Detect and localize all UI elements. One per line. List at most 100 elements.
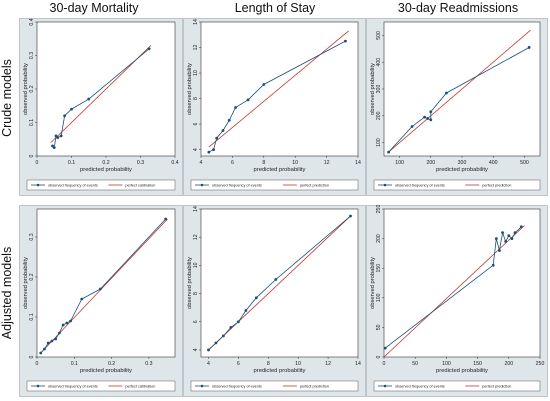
y-tick-label: 200	[376, 234, 382, 243]
y-tick-label: 0.3	[29, 52, 35, 59]
x-tick-label: 14	[355, 160, 361, 166]
x-tick-label: 4	[200, 160, 203, 166]
observed-point	[344, 39, 347, 43]
observed-point	[54, 337, 58, 341]
calibration-panel: 0 0.1 0.2 0.3 0.4 0 0.1 0.2 0.3 0.4 predicted prob…	[19, 18, 183, 196]
y-tick-label: 100	[376, 293, 382, 302]
plot-area	[200, 21, 359, 157]
legend-observed-label: observed frequency of events	[395, 183, 445, 187]
y-tick-label: 200	[376, 111, 382, 120]
y-axis-title: observed probability	[23, 257, 29, 309]
y-tick-label: 250	[376, 205, 382, 214]
observed-point	[498, 249, 501, 252]
observed-point	[54, 134, 58, 138]
observed-point	[69, 319, 72, 323]
x-tick-label: 200	[504, 361, 513, 367]
x-tick-label: 200	[426, 160, 435, 166]
y-tick-label: 12	[193, 234, 199, 240]
observed-point	[429, 110, 433, 114]
observed-point	[426, 117, 430, 120]
observed-point	[52, 146, 56, 150]
y-tick-label: 0	[29, 154, 35, 157]
x-tick-label: 8	[267, 361, 270, 367]
observed-point	[510, 237, 514, 241]
x-tick-label: 150	[473, 361, 482, 367]
legend-observed-marker	[200, 183, 204, 187]
row-title-crude: Crude models	[0, 59, 14, 137]
legend-box	[373, 179, 541, 191]
y-tick-label: 0.1	[29, 313, 35, 320]
legend-perfect-label: perfect prediction	[300, 183, 329, 187]
observed-point	[50, 339, 54, 343]
y-tick-label: 500	[376, 31, 382, 40]
x-axis-title: predicted probability	[254, 368, 306, 374]
x-tick-label: 0.2	[102, 160, 109, 166]
y-tick-label: 0	[376, 355, 382, 358]
y-tick-label: 8	[193, 97, 199, 100]
x-tick-label: 4	[207, 361, 210, 367]
legend-observed-label: observed frequency of events	[48, 384, 98, 388]
y-tick-label: 0.1	[29, 119, 35, 126]
calibration-panel: 4 6 8 10 12 14 4 6 8 10 12 14 predicted probability o…	[183, 18, 366, 196]
observed-point	[507, 234, 511, 238]
x-tick-label: 0	[36, 361, 39, 367]
observed-point	[274, 278, 278, 281]
observed-point	[383, 346, 387, 350]
perfect-line	[383, 225, 525, 358]
legend-observed-label: observed frequency of events	[48, 183, 98, 187]
observed-point	[215, 136, 219, 140]
legend-perfect-label: perfect prediction	[482, 183, 511, 187]
observed-point	[429, 118, 433, 122]
x-tick-label: 0.2	[108, 361, 115, 367]
observed-point	[229, 326, 233, 329]
observed-point	[221, 129, 225, 132]
x-tick-label: 12	[325, 361, 331, 367]
x-tick-label: 0.4	[171, 160, 178, 166]
observed-point	[410, 125, 414, 128]
legend-box	[26, 179, 176, 191]
x-axis-title: predicted probability	[436, 167, 488, 173]
y-axis-title: observed probability	[187, 257, 193, 309]
observed-point	[445, 91, 448, 95]
observed-point	[80, 297, 84, 301]
x-tick-label: 6	[231, 160, 234, 166]
x-tick-label: 0	[36, 160, 39, 166]
observed-point	[527, 46, 531, 49]
observed-point	[501, 231, 504, 235]
observed-point	[63, 114, 66, 118]
legend-observed-marker	[383, 384, 387, 388]
observed-point	[70, 107, 73, 111]
calibration-panel: 4 6 8 10 12 14 4 6 8 10 12 14 predicted probability o…	[183, 205, 366, 397]
observed-point	[207, 348, 210, 352]
x-axis-title: predicted probability	[254, 167, 306, 173]
row-title-adjusted: Adjusted models	[0, 247, 14, 339]
observed-point	[164, 217, 168, 221]
observed-point	[57, 331, 61, 335]
x-axis-title: predicted probability	[80, 167, 132, 173]
x-axis-title: predicted probability	[80, 368, 132, 374]
legend-observed-label: observed frequency of events	[395, 384, 445, 388]
observed-point	[349, 214, 352, 218]
observed-point	[491, 263, 495, 267]
observed-point	[147, 47, 151, 51]
x-tick-label: 100	[395, 160, 404, 166]
y-axis-title: observed probability	[370, 63, 376, 115]
perfect-line	[40, 218, 168, 354]
x-tick-label: 50	[412, 361, 418, 367]
legend-observed-marker	[200, 384, 204, 388]
observed-point	[65, 321, 69, 325]
x-tick-label: 6	[237, 361, 240, 367]
observed-point	[234, 106, 237, 109]
observed-point	[99, 287, 102, 291]
legend-perfect-label: perfect calibration	[125, 183, 155, 187]
calibration-panel: 0 0.1 0.2 0.3 0 0.1 0.2 0.3 predicted probabilit…	[19, 205, 183, 397]
observed-point	[504, 240, 508, 243]
y-tick-label: 100	[376, 138, 382, 147]
observed-point	[262, 83, 266, 86]
y-tick-label: 0.3	[29, 233, 35, 240]
column-title-mortality: 30-day Mortality	[50, 1, 140, 15]
observed-point	[51, 144, 54, 148]
y-tick-label: 4	[193, 348, 199, 351]
observed-point	[519, 225, 523, 229]
